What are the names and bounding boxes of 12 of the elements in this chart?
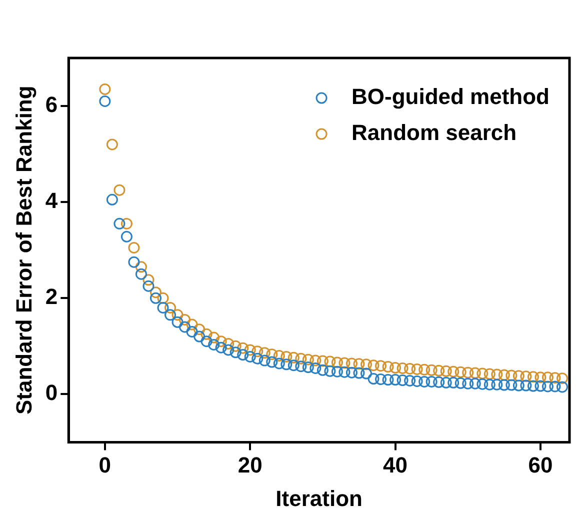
y-tick-label: 2 [45, 284, 58, 310]
legend-label: BO-guided method [352, 84, 550, 110]
x-tick-label: 40 [383, 452, 408, 478]
y-tick-label: 4 [45, 188, 58, 214]
legend-label: Random search [352, 120, 517, 146]
x-axis-title: Iteration [276, 486, 362, 511]
y-tick-label: 6 [45, 92, 58, 118]
x-tick-label: 0 [98, 452, 112, 478]
x-tick-label: 60 [528, 452, 553, 478]
y-tick-label: 0 [45, 380, 58, 406]
x-tick-label: 20 [238, 452, 262, 478]
y-axis-title: Standard Error of Best Ranking [11, 86, 36, 415]
